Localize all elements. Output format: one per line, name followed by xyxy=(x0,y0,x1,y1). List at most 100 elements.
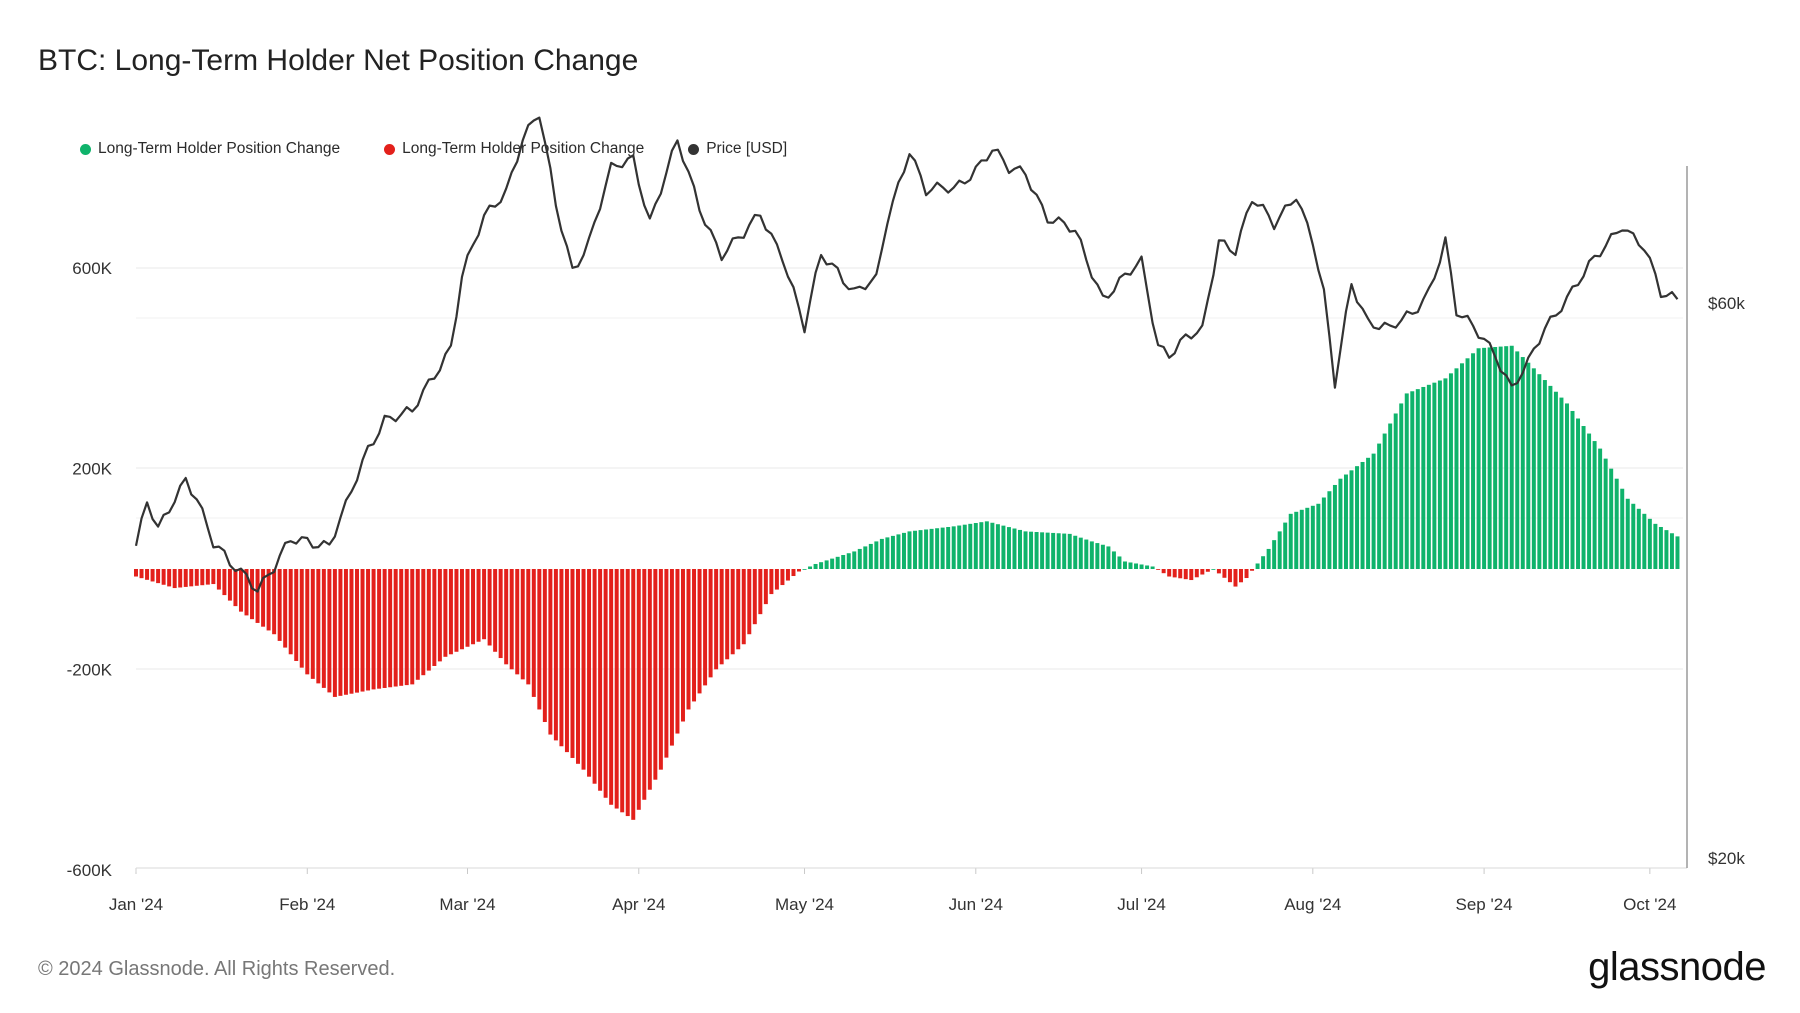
lth-change-bar xyxy=(901,532,906,569)
legend-item-positive[interactable]: Long-Term Holder Position Change xyxy=(80,140,340,158)
lth-change-bar xyxy=(548,569,553,735)
lth-change-bar xyxy=(1592,441,1597,569)
legend-item-price[interactable]: Price [USD] xyxy=(688,140,787,158)
lth-change-bar xyxy=(294,569,299,661)
lth-change-bar xyxy=(1288,513,1293,569)
lth-change-bar xyxy=(686,569,691,710)
lth-change-bar xyxy=(371,569,376,690)
lth-change-bar xyxy=(520,569,525,680)
lth-change-bar xyxy=(1029,531,1034,569)
lth-change-bar xyxy=(979,522,984,569)
lth-change-bar xyxy=(1272,540,1277,569)
lth-change-bar xyxy=(1172,569,1177,578)
y-left-tick-label: 600K xyxy=(72,259,112,278)
x-tick-label: Sep '24 xyxy=(1456,895,1513,914)
lth-change-bar xyxy=(1498,346,1503,569)
lth-change-bar xyxy=(537,569,542,710)
lth-change-bar xyxy=(1134,563,1139,569)
lth-change-bar xyxy=(327,569,332,693)
lth-change-bar xyxy=(1669,533,1674,569)
lth-change-bar xyxy=(1239,569,1243,583)
lth-change-bar xyxy=(167,569,172,587)
lth-change-bar xyxy=(896,534,901,569)
lth-change-bar xyxy=(587,569,592,777)
lth-change-bar xyxy=(332,569,337,697)
lth-change-bar xyxy=(1067,533,1072,569)
lth-change-bar xyxy=(1343,474,1348,569)
lth-change-bar xyxy=(752,569,757,625)
lth-change-bar xyxy=(581,569,586,770)
lth-change-bar xyxy=(609,569,614,805)
legend-label: Price [USD] xyxy=(706,140,788,157)
lth-change-bar xyxy=(658,569,663,770)
glassnode-logo[interactable]: glassnode xyxy=(1588,945,1766,989)
lth-change-bar xyxy=(1321,497,1326,569)
lth-change-bar xyxy=(1294,511,1299,569)
x-tick-label: Apr '24 xyxy=(612,895,665,914)
lth-change-bar xyxy=(1437,380,1442,569)
lth-change-bar xyxy=(1454,368,1459,569)
x-tick-label: Mar '24 xyxy=(439,895,495,914)
lth-change-bar xyxy=(134,569,138,577)
lth-change-bar xyxy=(211,569,216,585)
lth-change-bar xyxy=(360,569,365,692)
lth-change-bar xyxy=(1471,353,1476,569)
lth-change-bar xyxy=(747,569,752,635)
lth-change-bar xyxy=(1299,509,1304,569)
lth-change-bar xyxy=(1443,378,1448,569)
lth-change-bar xyxy=(719,569,724,665)
lth-change-bar xyxy=(1432,382,1437,569)
lth-change-bar xyxy=(205,569,210,585)
lth-change-bar xyxy=(1520,357,1525,569)
lth-change-bar xyxy=(1189,569,1194,581)
x-tick-label: Feb '24 xyxy=(279,895,335,914)
lth-change-bar xyxy=(564,569,569,753)
lth-change-bar xyxy=(233,569,238,607)
lth-change-bar xyxy=(459,569,464,650)
lth-change-bar xyxy=(1642,513,1647,569)
lth-change-bar xyxy=(924,529,929,569)
lth-change-bar xyxy=(763,569,768,605)
lth-change-bar xyxy=(299,569,304,668)
lth-change-bar xyxy=(863,546,868,569)
x-tick-label: Jul '24 xyxy=(1117,895,1166,914)
lth-change-bar xyxy=(222,569,227,596)
lth-change-bar xyxy=(1084,539,1089,569)
lth-change-bar xyxy=(1150,566,1155,569)
chart-legend: Long-Term Holder Position Change Long-Te… xyxy=(80,140,787,158)
lth-change-bar xyxy=(940,527,945,569)
lth-change-bar xyxy=(426,569,431,671)
lth-change-bar xyxy=(189,569,194,587)
lth-change-bar xyxy=(951,526,956,569)
lth-change-bar xyxy=(791,569,796,577)
lth-change-bar xyxy=(946,526,951,569)
lth-change-bar xyxy=(366,569,371,691)
lth-change-bar xyxy=(421,569,426,676)
lth-change-bar xyxy=(161,569,166,585)
legend-dot-icon xyxy=(80,143,91,155)
lth-change-bar xyxy=(785,569,790,581)
lth-change-bar xyxy=(404,569,409,686)
lth-change-bar xyxy=(194,569,199,586)
lth-change-bar xyxy=(824,560,829,569)
y-left-tick-label: 200K xyxy=(72,460,112,479)
lth-change-bar xyxy=(1426,384,1431,569)
lth-change-bar xyxy=(1658,526,1663,569)
lth-change-bar xyxy=(487,569,492,646)
lth-change-bar xyxy=(1587,433,1592,569)
lth-change-bar xyxy=(200,569,205,586)
lth-change-bar xyxy=(813,563,818,569)
lth-change-bar xyxy=(973,523,978,569)
lth-change-bar xyxy=(774,569,779,590)
lth-change-bar xyxy=(288,569,293,655)
lth-change-bar xyxy=(647,569,652,790)
lth-change-bar xyxy=(1531,368,1536,569)
x-tick-label: Aug '24 xyxy=(1284,895,1341,914)
lth-change-bar xyxy=(156,569,161,584)
lth-change-bar xyxy=(1283,522,1288,569)
lth-change-bar xyxy=(509,569,514,670)
lth-change-bar xyxy=(669,569,674,746)
legend-item-negative[interactable]: Long-Term Holder Position Change xyxy=(384,140,644,158)
lth-change-bar xyxy=(730,569,735,655)
